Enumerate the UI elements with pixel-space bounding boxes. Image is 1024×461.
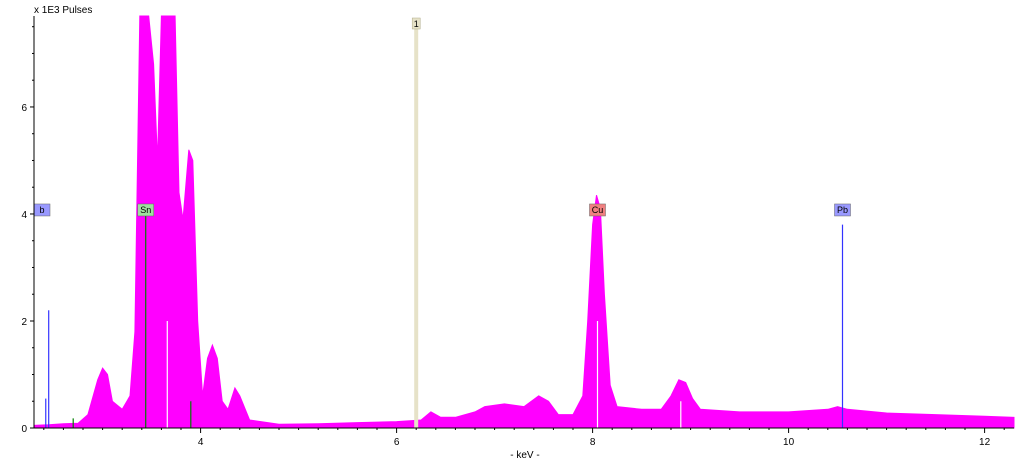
cursor-line <box>414 28 419 428</box>
element-marker-cu <box>589 203 606 217</box>
x-tick-label: 8 <box>590 437 596 448</box>
x-tick-label: 10 <box>783 437 795 448</box>
element-marker-label: Cu <box>592 205 604 215</box>
y-tick-label: 6 <box>21 103 27 114</box>
y-tick-label: 4 <box>21 210 27 221</box>
plot-area[interactable]: 1 Sn Cu Pb b 0 2 4 6 4 6 8 10 12 <box>21 15 1015 448</box>
cursor-label-box <box>411 17 421 30</box>
element-marker-sn <box>137 203 154 217</box>
x-tick-label: 12 <box>979 437 991 448</box>
y-tick-label: 0 <box>21 424 27 435</box>
element-marker-label: b <box>39 205 44 215</box>
spectrum-area <box>33 15 1015 429</box>
cursor-label: 1 <box>414 19 419 29</box>
y-unit-label: x 1E3 Pulses <box>34 5 92 16</box>
x-tick-label: 6 <box>394 437 400 448</box>
x-unit-label: - keV - <box>510 450 539 461</box>
element-marker-pb <box>834 203 851 217</box>
element-marker-label: Pb <box>837 205 848 215</box>
element-marker-label: Sn <box>140 205 151 215</box>
x-tick-label: 4 <box>198 437 204 448</box>
y-tick-label: 2 <box>21 317 27 328</box>
